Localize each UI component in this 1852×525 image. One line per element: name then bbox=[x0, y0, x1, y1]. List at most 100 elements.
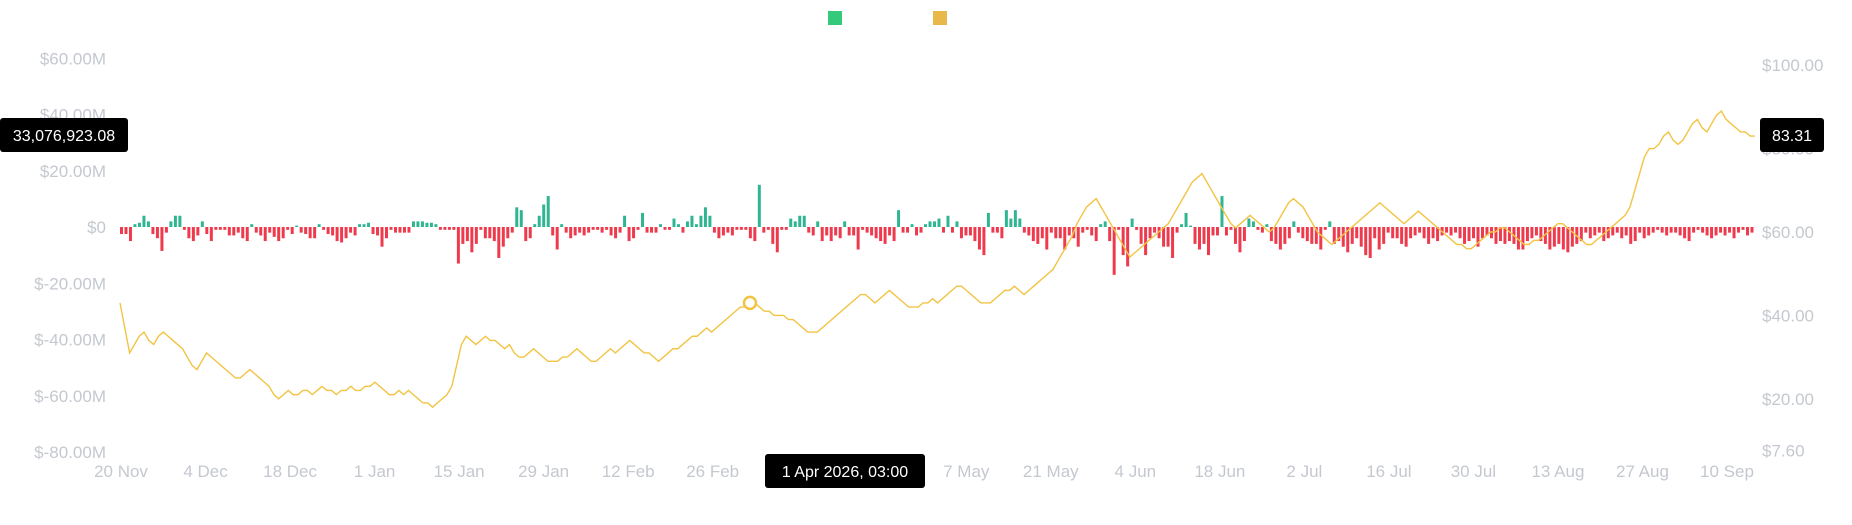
bar bbox=[600, 227, 604, 233]
bar bbox=[1530, 227, 1534, 239]
bar bbox=[146, 221, 150, 228]
bar bbox=[1346, 227, 1350, 253]
bar bbox=[1175, 227, 1179, 233]
bar bbox=[1669, 227, 1673, 233]
bar bbox=[1741, 227, 1745, 230]
bar bbox=[371, 227, 375, 235]
bar bbox=[1355, 227, 1359, 239]
bar bbox=[879, 227, 883, 242]
bar bbox=[1436, 227, 1440, 242]
bar bbox=[843, 221, 847, 228]
bar bbox=[160, 227, 164, 251]
bar bbox=[1615, 227, 1619, 233]
bar bbox=[1359, 227, 1363, 247]
bar bbox=[564, 227, 568, 233]
bar bbox=[429, 222, 433, 227]
x-tick-label: 15 Jan bbox=[434, 462, 485, 481]
bar bbox=[1413, 227, 1417, 236]
bar bbox=[1543, 227, 1547, 244]
bar bbox=[506, 227, 510, 239]
bar bbox=[555, 227, 559, 250]
bar bbox=[1498, 227, 1502, 242]
bar bbox=[1368, 227, 1372, 258]
x-tick-label: 12 Feb bbox=[602, 462, 655, 481]
bar bbox=[1400, 227, 1404, 244]
left-crosshair-badge: 33,076,923.08 bbox=[0, 118, 128, 152]
bar bbox=[492, 227, 496, 242]
bar bbox=[1108, 227, 1112, 242]
bar bbox=[964, 227, 968, 236]
bar bbox=[411, 221, 415, 228]
bar bbox=[1431, 227, 1435, 239]
bar bbox=[928, 221, 932, 228]
bar bbox=[1031, 227, 1035, 242]
bar bbox=[959, 227, 963, 239]
bar bbox=[438, 227, 442, 230]
bar bbox=[1099, 224, 1103, 227]
bar bbox=[955, 221, 959, 228]
bar bbox=[735, 227, 739, 230]
bar bbox=[1350, 227, 1354, 244]
bar bbox=[259, 227, 263, 236]
bar bbox=[1153, 227, 1157, 233]
bar bbox=[519, 210, 523, 228]
right-y-tick-label: $100.00 bbox=[1762, 56, 1823, 75]
bar bbox=[1054, 227, 1058, 239]
bar bbox=[1166, 227, 1170, 247]
bar bbox=[1710, 227, 1714, 239]
bar bbox=[1139, 227, 1143, 244]
bar bbox=[1445, 227, 1449, 233]
bar bbox=[308, 227, 312, 239]
bar bbox=[1525, 227, 1529, 242]
bar bbox=[645, 227, 649, 233]
bar bbox=[1274, 227, 1278, 244]
bar bbox=[1472, 227, 1476, 239]
bar bbox=[1238, 227, 1242, 253]
bar bbox=[1278, 227, 1282, 250]
bar bbox=[510, 227, 514, 233]
price-line bbox=[119, 109, 1755, 409]
left-y-tick-label: $20.00M bbox=[40, 162, 106, 181]
bar bbox=[1085, 227, 1089, 230]
bar bbox=[187, 227, 191, 239]
bar bbox=[681, 227, 685, 233]
bar bbox=[380, 227, 384, 247]
bar bbox=[542, 204, 546, 227]
bar bbox=[416, 221, 420, 228]
bar bbox=[1714, 227, 1718, 236]
bar bbox=[941, 227, 945, 233]
bar bbox=[281, 227, 285, 239]
bar bbox=[1018, 218, 1022, 227]
bar bbox=[1701, 227, 1705, 233]
right-y-tick-label: $7.60 bbox=[1762, 442, 1805, 461]
left-y-axis: $60.00M$40.00M$20.00M$0$-20.00M$-40.00M$… bbox=[34, 49, 106, 462]
bar bbox=[1000, 227, 1004, 239]
bar bbox=[861, 227, 865, 230]
bar bbox=[367, 222, 371, 227]
bar bbox=[1364, 227, 1368, 256]
bar bbox=[546, 196, 550, 227]
bar bbox=[331, 227, 335, 236]
bar bbox=[299, 227, 303, 233]
bar bbox=[1503, 227, 1507, 244]
bar bbox=[376, 227, 380, 236]
bar bbox=[169, 221, 173, 228]
bar bbox=[290, 227, 294, 235]
bar bbox=[1040, 227, 1044, 239]
bar bbox=[717, 227, 721, 239]
bar bbox=[268, 227, 272, 233]
bar bbox=[178, 215, 182, 227]
bar bbox=[1224, 227, 1228, 236]
bar bbox=[1449, 227, 1453, 236]
bar bbox=[775, 227, 779, 253]
bar bbox=[852, 227, 856, 236]
bar bbox=[1081, 227, 1085, 233]
x-tick-label: 4 Jun bbox=[1115, 462, 1157, 481]
bar bbox=[676, 224, 680, 227]
bar bbox=[1584, 227, 1588, 233]
bar bbox=[1642, 227, 1646, 239]
legend bbox=[828, 11, 947, 25]
bar bbox=[344, 227, 348, 239]
bar bbox=[200, 221, 204, 228]
bar bbox=[798, 215, 802, 227]
